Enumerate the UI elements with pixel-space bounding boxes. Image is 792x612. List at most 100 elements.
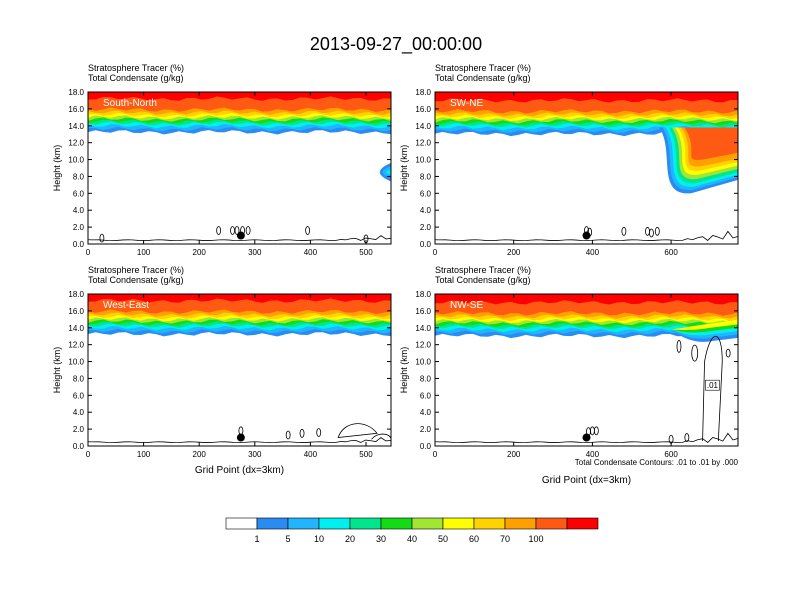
y-tick-label: 14.0 [68,122,84,131]
x-axis-label: Grid Point (dx=3km) [542,475,631,486]
x-tick-label: 0 [86,248,91,257]
cloud-contour [593,426,599,436]
panel-label: NW-SE [450,300,483,311]
y-tick-label: 0.0 [73,442,85,451]
panels: Stratosphere Tracer (%)Total Condensate … [52,63,739,486]
y-tick-label: 10.0 [415,358,431,367]
plot-area [435,92,738,242]
y-tick-label: 12.0 [415,341,431,350]
colorbar-swatch [349,517,382,530]
plot-frame [87,293,392,447]
cloud-contour [245,226,251,235]
panel-sw-ne: Stratosphere Tracer (%)Total Condensate … [399,63,739,257]
colorbar-swatch [535,517,568,530]
tracer-band [435,92,738,103]
plot-frame [434,293,739,447]
y-axis-label: Height (km) [399,145,409,192]
x-tick-label: 600 [664,248,678,257]
y-axis-label: Height (km) [52,347,62,394]
cloud-contour [590,426,595,436]
tracer-band [88,294,391,303]
y-tick-label: 18.0 [68,290,84,299]
x-tick-label: 200 [507,450,521,459]
colorbar-label: 5 [285,534,290,544]
location-marker [236,231,245,240]
colorbar-label: 20 [345,534,355,544]
x-tick-label: 200 [193,248,207,257]
plot-frame [434,91,739,245]
y-tick-label: 10.0 [68,358,84,367]
panel-south-north: Stratosphere Tracer (%)Total Condensate … [52,63,392,257]
x-tick-label: 200 [193,450,207,459]
x-tick-label: 300 [248,450,262,459]
y-tick-label: 2.0 [73,223,85,232]
y-tick-label: 14.0 [68,324,84,333]
x-tick-label: 100 [137,248,151,257]
panel-label: SW-NE [450,98,483,109]
y-tick-label: 8.0 [73,172,85,181]
surface-contour [88,235,391,242]
location-marker [582,231,591,240]
tracer-band [435,294,738,305]
panel-label: South-North [103,98,157,109]
cloud-contour [654,226,660,236]
colorbar-swatch [566,517,599,530]
y-tick-label: 0.0 [420,240,432,249]
y-tick-label: 2.0 [420,425,432,434]
colorbar-swatch [256,517,289,530]
panel-nw-se: Stratosphere Tracer (%)Total Condensate … [399,265,739,486]
y-tick-label: 10.0 [68,156,84,165]
surface-contour [435,230,738,242]
cloud-contour [725,348,731,358]
y-tick-label: 8.0 [420,172,432,181]
panel-subtitle-tracer: Stratosphere Tracer (%) [435,265,531,275]
panel-subtitle-condensate: Total Condensate (g/kg) [435,275,531,285]
x-tick-label: 0 [433,248,438,257]
y-tick-label: 2.0 [73,425,85,434]
condensate-contours [435,336,738,444]
location-marker [582,433,591,442]
x-tick-label: 0 [86,450,91,459]
x-tick-label: 400 [586,450,600,459]
x-tick-label: 300 [248,248,262,257]
y-tick-label: 0.0 [420,442,432,451]
y-tick-label: 18.0 [415,88,431,97]
cloud-contour [691,344,699,362]
y-tick-label: 16.0 [415,307,431,316]
y-tick-label: 4.0 [73,206,85,215]
x-tick-label: 200 [507,248,521,257]
y-tick-label: 16.0 [68,105,84,114]
plot-frame [87,91,392,245]
colorbar-swatch [473,517,506,530]
y-tick-label: 14.0 [415,122,431,131]
colorbar-swatch [287,517,320,530]
panel-subtitle-condensate: Total Condensate (g/kg) [88,275,184,285]
tracer-intrusion [671,319,738,331]
y-tick-label: 12.0 [68,139,84,148]
y-tick-label: 6.0 [73,189,85,198]
y-tick-label: 16.0 [68,307,84,316]
surface-contour [435,432,738,444]
colorbar-swatch [380,517,413,530]
y-tick-label: 4.0 [420,408,432,417]
colorbar-label: 60 [469,534,479,544]
panel-subtitle-tracer: Stratosphere Tracer (%) [88,63,184,73]
x-tick-label: 400 [304,450,318,459]
surface-contour [88,437,391,444]
x-tick-label: 100 [137,450,151,459]
y-axis-label: Height (km) [399,347,409,394]
cloud-contour [684,433,690,442]
tracer-band [88,92,391,101]
colorbar-label: 50 [438,534,448,544]
x-tick-label: 500 [359,248,373,257]
y-tick-label: 18.0 [68,88,84,97]
cloud-contour [285,430,291,440]
figure-title: 2013-09-27_00:00:00 [310,34,482,55]
cloud-contour [649,228,654,238]
colorbar-label: 10 [314,534,324,544]
contour-label-box [705,379,720,391]
cloud-contour [305,226,311,235]
condensate-contours [88,423,391,444]
panel-west-east: Stratosphere Tracer (%)Total Condensate … [52,265,392,476]
y-tick-label: 8.0 [420,374,432,383]
